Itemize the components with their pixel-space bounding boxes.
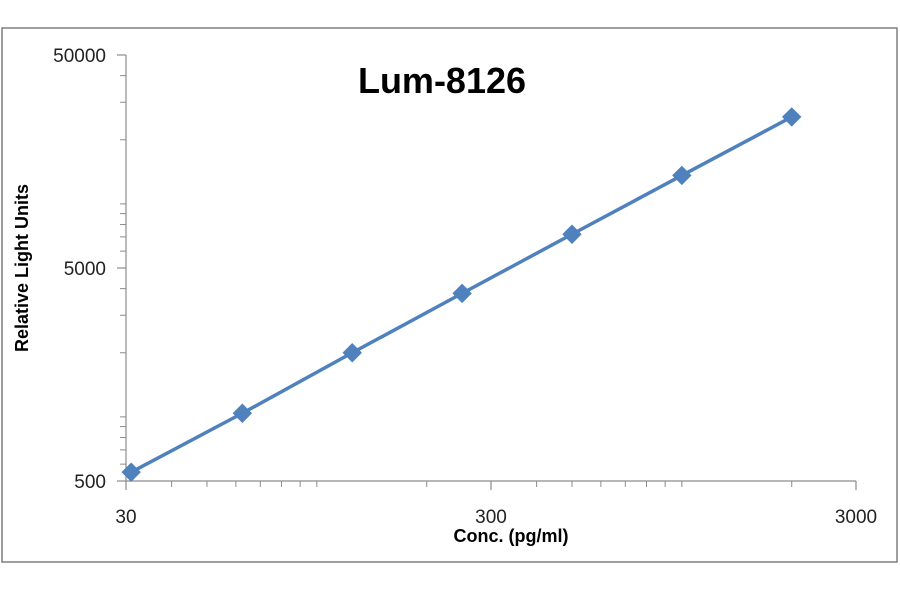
- x-tick-label: 300: [475, 507, 507, 528]
- axes: 30 300 3000 500 5000 50000: [53, 46, 877, 528]
- data-point-marker: [782, 107, 802, 127]
- y-axis-title: Relative Light Units: [12, 184, 32, 352]
- x-axis-title: Conc. (pg/ml): [454, 526, 569, 546]
- x-tick-label: 3000: [835, 507, 877, 528]
- data-point-marker: [232, 403, 253, 423]
- data-point-marker: [452, 283, 472, 304]
- chart-title: Lum-8126: [358, 60, 526, 101]
- data-point-marker: [342, 343, 362, 363]
- data-point-marker: [562, 224, 582, 244]
- data-point-marker: [121, 462, 141, 482]
- x-tick-label: 30: [115, 507, 136, 528]
- data-point-marker: [672, 165, 692, 186]
- series-layer: [121, 107, 802, 482]
- y-tick-label: 50000: [53, 46, 106, 67]
- y-tick-label: 5000: [64, 259, 106, 280]
- chart-frame: [1, 27, 898, 563]
- y-tick-label: 500: [74, 472, 106, 493]
